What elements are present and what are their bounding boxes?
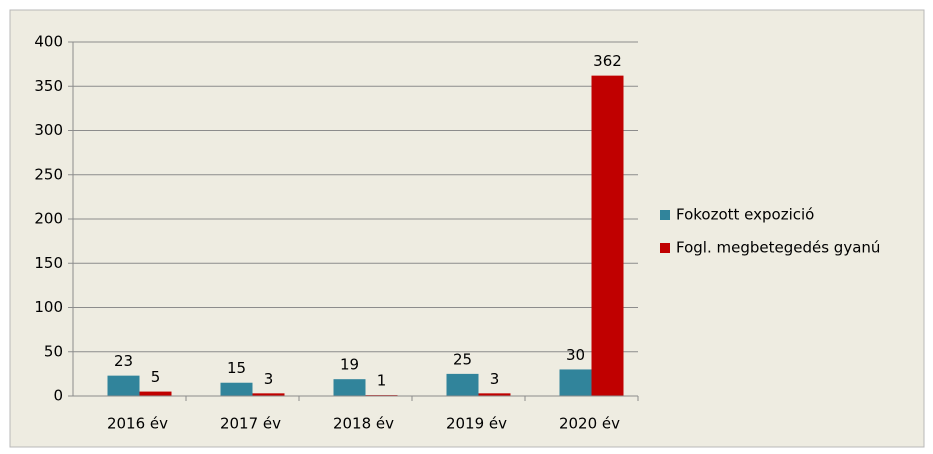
- bar: [478, 393, 511, 396]
- x-tick-label: 2017 év: [220, 415, 281, 433]
- bar: [446, 373, 479, 396]
- data-label: 19: [340, 356, 359, 374]
- y-tick-label: 0: [53, 387, 63, 405]
- y-tick-label: 250: [34, 165, 63, 183]
- legend-label: Fokozott expozició: [676, 206, 814, 224]
- x-tick-label: 2016 év: [107, 415, 168, 433]
- y-tick-label: 50: [44, 342, 63, 360]
- data-label: 30: [566, 346, 585, 364]
- legend-label: Fogl. megbetegedés gyanú: [676, 239, 880, 257]
- y-tick-label: 100: [34, 298, 63, 316]
- y-tick-label: 200: [34, 210, 63, 228]
- data-label: 23: [114, 352, 133, 370]
- bar: [107, 375, 140, 396]
- bar: [139, 391, 172, 396]
- y-tick-label: 400: [34, 33, 63, 51]
- y-tick-label: 150: [34, 254, 63, 272]
- y-tick-label: 300: [34, 121, 63, 139]
- bar: [220, 382, 253, 396]
- data-label: 362: [593, 52, 622, 70]
- data-label: 1: [377, 372, 387, 390]
- bar: [333, 379, 366, 396]
- x-tick-label: 2018 év: [333, 415, 394, 433]
- data-label: 5: [151, 368, 161, 386]
- data-label: 3: [490, 370, 500, 388]
- x-tick-label: 2019 év: [446, 415, 507, 433]
- data-label: 25: [453, 350, 472, 368]
- bar: [591, 75, 624, 396]
- bar: [252, 393, 285, 396]
- y-tick-label: 350: [34, 77, 63, 95]
- bar: [559, 369, 592, 396]
- data-label: 3: [264, 370, 274, 388]
- x-tick-label: 2020 év: [559, 415, 620, 433]
- data-label: 15: [227, 359, 246, 377]
- legend-swatch: [660, 210, 670, 220]
- legend-swatch: [660, 243, 670, 253]
